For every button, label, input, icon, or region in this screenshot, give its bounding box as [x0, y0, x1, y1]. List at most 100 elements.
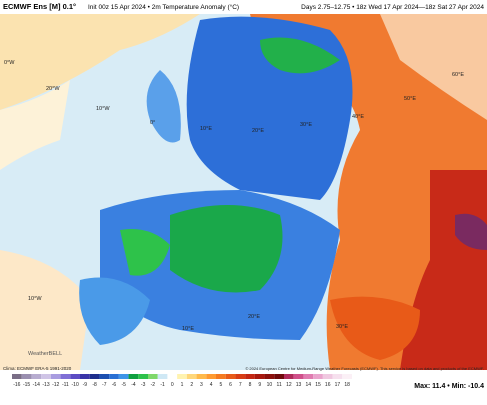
colorbar-swatch: [186, 374, 197, 379]
warm-northeast: [380, 14, 487, 120]
warm-atlantic: [0, 14, 200, 110]
colorbar-swatch: [196, 374, 207, 379]
colorbar-label: -10: [72, 382, 79, 388]
colorbar-swatch: [157, 374, 168, 379]
colorbar-swatch: [148, 374, 158, 379]
colorbar-label: -8: [92, 382, 97, 388]
britain: [146, 70, 181, 143]
caspian-hot: [455, 213, 487, 250]
colorbar-label: 1: [181, 382, 184, 388]
colorbar-label: 8: [249, 382, 252, 388]
colorbar-label: 12: [286, 382, 292, 388]
colorbar-swatch: [254, 374, 265, 379]
credit-text: © 2024 European Centre for Medium-Range …: [245, 366, 484, 371]
colorbar-swatch: [342, 374, 352, 379]
colorbar-label: 0: [171, 382, 174, 388]
colorbar-label: -1: [160, 382, 165, 388]
colorbar-label: 9: [258, 382, 261, 388]
iberia: [79, 277, 150, 345]
colorbar-swatch: [206, 374, 216, 379]
colorbar-label: -14: [33, 382, 40, 388]
colorbar-swatch: [12, 374, 22, 379]
map-label: 30°E: [336, 324, 348, 330]
colorbar-swatch: [293, 374, 304, 379]
colorbar-label: -5: [121, 382, 126, 388]
map-label: 10°E: [182, 326, 194, 332]
colorbar-swatch: [216, 374, 226, 379]
colorbar-label: -6: [112, 382, 117, 388]
warm-atlantic-3: [0, 250, 90, 370]
colorbar-label: -2: [151, 382, 156, 388]
colorbar-label: -4: [131, 382, 136, 388]
colorbar-swatch: [284, 374, 294, 379]
france-green: [120, 229, 170, 276]
central-green: [170, 205, 283, 293]
colorbar-label: 14: [306, 382, 312, 388]
map-label: 30°E: [300, 122, 312, 128]
colorbar-label: 5: [219, 382, 222, 388]
lapland-green: [260, 37, 340, 74]
colorbar-label: -13: [42, 382, 49, 388]
colorbar-swatch: [167, 374, 178, 379]
map-label: 10°E: [200, 126, 212, 132]
clima-text: Clima: ECMWF ERA-5 1991-2020: [3, 366, 72, 371]
colorbar-label: -9: [83, 382, 88, 388]
colorbar-label: 4: [210, 382, 213, 388]
extremes-text: Max: 11.4 • Min: -10.4: [414, 383, 484, 390]
colorbar-swatch: [118, 374, 129, 379]
colorbar-label: 6: [229, 382, 232, 388]
map-label: 0°W: [4, 60, 15, 66]
map-label: 40°E: [352, 114, 364, 120]
turkey-warm: [330, 296, 420, 360]
colorbar-swatch: [50, 374, 61, 379]
colorbar-label: -7: [102, 382, 107, 388]
map-label: 10°W: [28, 296, 42, 302]
colorbar-label: -12: [52, 382, 59, 388]
model-title: ECMWF Ens [M] 0.1°: [3, 2, 76, 11]
map-label: 0°: [150, 120, 155, 126]
colorbar-swatch: [41, 374, 51, 379]
colorbar-label: -3: [141, 382, 146, 388]
map-label: 50°E: [404, 96, 416, 102]
colorbar-label: 3: [200, 382, 203, 388]
colorbar-swatch: [60, 374, 71, 379]
colorbar-label: 16: [325, 382, 331, 388]
colorbar-swatch: [313, 374, 323, 379]
map-label: 10°W: [96, 106, 110, 112]
map-labels: 0°W 20°W 10°W 0° 10°E 20°E 30°E 40°E 50°E 60°E 10°…: [4, 60, 464, 332]
colorbar-swatch: [332, 374, 343, 379]
colorbar-swatch: [274, 374, 284, 379]
colorbar-label: 15: [315, 382, 321, 388]
colorbar-label: 13: [296, 382, 302, 388]
period-text: Days 2.75–12.75 • 18z Wed 17 Apr 2024—18…: [301, 4, 484, 11]
colorbar-swatch: [70, 374, 80, 379]
map-label: 20°W: [46, 86, 60, 92]
colorbar-label: 10: [267, 382, 273, 388]
colorbar-swatch: [177, 374, 187, 379]
colorbar: -16 -15 -14 -13 -12 -11 -10 -9 -8 -7 -6 -5 -4 -3 -2 -1 0…: [12, 374, 352, 388]
map-label: 60°E: [452, 72, 464, 78]
colorbar-swatch: [31, 374, 42, 379]
colorbar-swatch: [225, 374, 236, 379]
map-label: 20°E: [252, 128, 264, 134]
colorbar-label: 11: [277, 382, 282, 388]
colorbar-swatch: [303, 374, 314, 379]
map: [0, 14, 487, 370]
colorbar-swatch: [89, 374, 100, 379]
colorbar-label: 18: [344, 382, 350, 388]
colorbar-swatch: [138, 374, 148, 379]
colorbar-label: 7: [239, 382, 242, 388]
logo: WeatherBELL: [28, 351, 62, 357]
colorbar-swatch: [21, 374, 32, 379]
colorbar-swatch: [99, 374, 110, 379]
colorbar-label: 17: [335, 382, 341, 388]
init-text: Init 00z 15 Apr 2024 • 2m Temperature An…: [88, 3, 239, 11]
colorbar-swatch: [235, 374, 246, 379]
colorbar-label: 2: [190, 382, 193, 388]
colorbar-swatch: [245, 374, 255, 379]
colorbar-swatch: [109, 374, 119, 379]
colorbar-label: -16: [13, 382, 20, 388]
map-label: 20°E: [248, 314, 260, 320]
